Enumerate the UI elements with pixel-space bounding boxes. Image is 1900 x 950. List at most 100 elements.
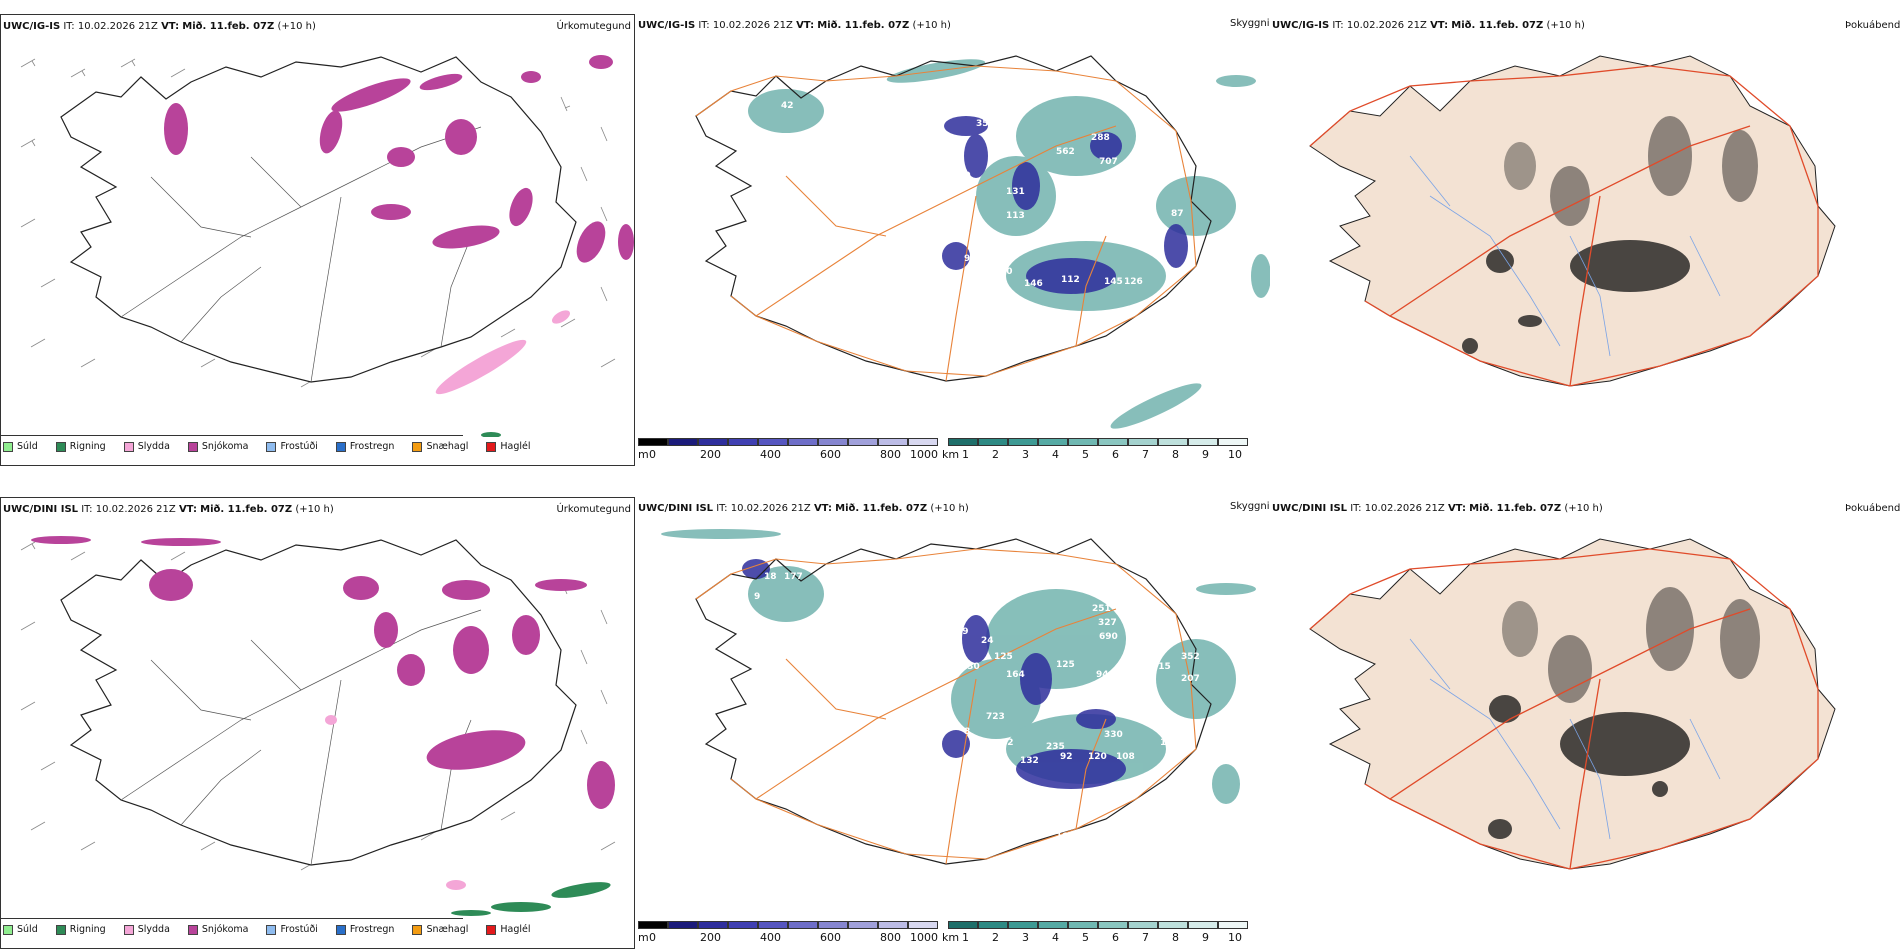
panel-title: UWC/IG-IS IT: 10.02.2026 21Z VT: Mið. 11…	[638, 20, 951, 31]
ceiling-label: 113	[1006, 211, 1025, 221]
snow-areas	[31, 536, 615, 809]
ceiling-label: 112	[1061, 275, 1080, 285]
colorbar-segment	[788, 438, 818, 446]
legend-item-hagle: Haglél	[486, 441, 531, 452]
river-network	[1409, 638, 1721, 840]
colorbar-segment	[758, 921, 788, 929]
colorbar-segment	[1008, 921, 1038, 929]
ceiling-colorbar: m 0 200 400 600 800 1000	[638, 921, 938, 949]
colorbar-tick: 1	[962, 448, 969, 461]
colorbar-segment	[1218, 921, 1248, 929]
colorbar-unit: km	[942, 931, 960, 944]
colorbar-segment	[638, 438, 668, 446]
ceiling-label: 723	[986, 712, 1005, 722]
legend-swatch	[123, 441, 134, 452]
ceiling-label: 109	[1160, 738, 1179, 748]
ceiling-label: 352	[1181, 652, 1200, 662]
visibility-panel-bottom: UWC/DINI ISL IT: 10.02.2026 21Z VT: Mið.…	[636, 497, 1326, 949]
precip-map	[20, 55, 634, 437]
legend-item-slydda: Slydda	[123, 441, 170, 452]
precip-legend-frame	[1, 918, 463, 941]
panel-title: UWC/DINI ISL IT: 10.02.2026 21Z VT: Mið.…	[3, 504, 334, 515]
colorbar-tick: 200	[700, 931, 721, 944]
colorbar-tick: 6	[1112, 931, 1119, 944]
colorbar-tick: 1000	[910, 448, 938, 461]
fog-road-network	[1309, 65, 1819, 387]
colorbar-tick: 2	[992, 448, 999, 461]
panel-title: UWC/DINI ISL IT: 10.02.2026 21Z VT: Mið.…	[1272, 503, 1603, 514]
colorbar-segment	[668, 921, 698, 929]
colorbar-tick: 9	[1202, 448, 1209, 461]
colorbar-segment	[1158, 921, 1188, 929]
legend-swatch	[486, 441, 497, 452]
colorbar-segment	[758, 438, 788, 446]
ceiling-label: 315	[1152, 662, 1171, 672]
colorbar-tick: 1	[962, 931, 969, 944]
legend-swatch	[55, 441, 66, 452]
precip-legend: Súld Rigning Slydda Snjókoma Frostúði Fr…	[3, 441, 531, 452]
ceiling-label: 177	[784, 572, 803, 582]
road-network	[695, 65, 1197, 382]
ceiling-label: 92	[1060, 752, 1073, 762]
colorbar-tick: 2	[992, 931, 999, 944]
snow-areas	[164, 55, 634, 263]
legend-swatch	[55, 924, 66, 935]
fog-road-network	[1309, 548, 1819, 870]
colorbar-tick: 10	[1228, 931, 1242, 944]
colorbar-segment	[1008, 438, 1038, 446]
colorbar-segment	[848, 921, 878, 929]
colorbar-segment	[728, 921, 758, 929]
ceiling-label: 188	[1056, 832, 1075, 842]
ceiling-label: 313	[1012, 572, 1031, 582]
fog-panel-bottom: UWC/DINI ISL IT: 10.02.2026 21Z VT: Mið.…	[1270, 497, 1900, 949]
colorbar-segment	[818, 438, 848, 446]
colorbar-segment	[1218, 438, 1248, 446]
colorbar-tick: 7	[1142, 931, 1149, 944]
ceiling-label: 120	[1088, 752, 1107, 762]
colorbar-tick: 400	[760, 931, 781, 944]
colorbar-tick: 400	[760, 448, 781, 461]
colorbar-tick: 600	[820, 931, 841, 944]
legend-item-snaehagl: Snæhagl	[412, 441, 468, 452]
ceiling-label: 164	[1006, 670, 1025, 680]
legend-item-frostudi: Frostúði	[266, 441, 318, 452]
ceiling-label: 350	[976, 119, 995, 129]
colorbar-tick: 200	[700, 448, 721, 461]
panel-label: Skyggni	[1230, 501, 1270, 512]
ceiling-label: 42	[1001, 738, 1014, 748]
colorbar-tick: 1000	[910, 931, 938, 944]
colorbar-segment	[668, 438, 698, 446]
ceiling-label: 330	[1104, 730, 1123, 740]
colorbar-segment	[638, 921, 668, 929]
colorbar-segment	[1128, 438, 1158, 446]
colorbar-segment	[1188, 438, 1218, 446]
colorbar-tick: 0	[649, 931, 656, 944]
ceiling-label: 251	[1092, 604, 1111, 614]
road-network	[695, 548, 1197, 865]
legend-swatch	[266, 441, 277, 452]
legend-swatch	[266, 924, 277, 935]
colorbar-segment	[698, 921, 728, 929]
ceiling-label: 188	[1130, 177, 1149, 187]
ceiling-label: 949	[1096, 670, 1115, 680]
colorbar-segment	[698, 438, 728, 446]
legend-item-rigning: Rigning	[55, 441, 106, 452]
colorbar-tick: 0	[649, 448, 656, 461]
ceiling-label: 327	[1098, 618, 1117, 628]
ceiling-label: 30	[1000, 267, 1013, 277]
precip-legend: Súld Rigning Slydda Snjókoma Frostúði Fr…	[3, 924, 531, 935]
ceiling-label: 131	[1006, 187, 1025, 197]
colorbar-tick: 5	[1082, 448, 1089, 461]
legend-item-hagle: Haglél	[486, 924, 531, 935]
ceiling-label: 18	[764, 572, 777, 582]
panel-label: Úrkomutegund	[556, 21, 631, 32]
legend-item-frostregn: Frostregn	[335, 924, 394, 935]
ceiling-low-areas	[942, 116, 1188, 294]
ceiling-label: 130	[961, 662, 980, 672]
legend-swatch	[3, 924, 13, 935]
ceiling-label: 24	[952, 614, 965, 624]
ceiling-label: 562	[1056, 147, 1075, 157]
colorbar-segment	[978, 438, 1008, 446]
ceiling-label: 125	[994, 652, 1013, 662]
legend-swatch	[3, 441, 13, 452]
